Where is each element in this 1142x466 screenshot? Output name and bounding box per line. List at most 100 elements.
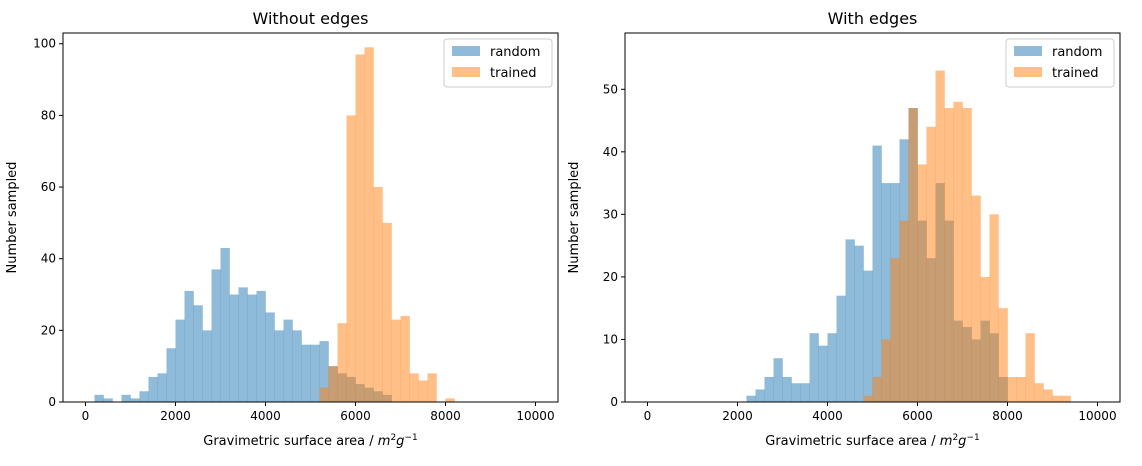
histogram-bar [355,54,365,402]
histogram-bar [292,330,302,402]
histogram-bar [373,187,383,402]
histogram-bar [872,376,882,402]
x-tick-label: 2000 [722,409,753,423]
series-trained [319,47,455,402]
histogram-bar [908,108,918,403]
y-tick-label: 0 [48,395,56,409]
y-tick-label: 40 [603,145,618,159]
histogram-bar [863,270,873,402]
histogram-bar [409,373,419,402]
histogram-bar [809,333,819,402]
histogram-bar [220,247,230,402]
histogram-bar [998,308,1008,402]
histogram-bar [121,394,131,402]
histogram-bar [917,164,927,402]
x-tick-label: 10000 [516,409,554,423]
y-tick-label: 60 [41,180,56,194]
y-tick-label: 20 [41,323,56,337]
x-tick-label: 8000 [430,409,461,423]
x-tick-label: 0 [644,409,652,423]
y-tick-label: 30 [603,207,618,221]
histogram-bar [782,376,792,402]
histogram-bar [211,269,221,402]
y-axis-label: Number sampled [567,162,582,274]
chart-panel-1: 0 2000 4000 6000 8000 10000 0 20 40 60 80 100 Withou… [5,9,559,449]
histogram-bar [175,319,185,402]
x-tick-label: 4000 [812,409,843,423]
histogram-bar [962,108,972,403]
series-trained [863,70,1071,403]
x-tick-label: 10000 [1078,409,1116,423]
x-tick-label: 6000 [340,409,371,423]
histogram-bar [139,391,149,402]
legend-label-random: random [1052,45,1102,60]
x-tick-label: 0 [82,409,90,423]
y-tick-label: 40 [41,252,56,266]
histogram-bar [989,214,999,402]
histogram-bar [301,344,311,402]
histogram-bar [265,312,275,402]
histogram-bar [800,383,810,402]
histogram-bar [148,376,158,402]
x-tick-label: 6000 [902,409,933,423]
histogram-bar [899,220,909,402]
y-tick-label: 0 [610,395,618,409]
histogram-bar [1016,376,1026,402]
histogram-bar [319,341,329,402]
histogram-bar [445,398,455,402]
histogram-bar [193,305,203,402]
histogram-bar [791,383,801,402]
histogram-bar [1034,383,1044,402]
histogram-bar [773,358,783,402]
histogram-bar [157,373,167,402]
histogram-bar [310,344,320,402]
histogram-bar [256,290,266,402]
histogram-bar [166,348,176,402]
histogram-bar [238,287,248,402]
histogram-bar [103,398,113,402]
legend-swatch-random [452,46,480,56]
x-axis-label: Gravimetric surface area / m2g−1 [765,433,979,449]
y-tick-label: 100 [33,37,56,51]
legend-swatch-trained [452,67,480,77]
histogram-bar [845,239,855,402]
histogram-bar [283,319,293,402]
histogram-bar [274,330,284,402]
histogram-bar [319,387,329,402]
chart-panel-2: 0 2000 4000 6000 8000 10000 0 10 20 30 40 50 With ed… [567,9,1121,449]
histogram-bar [337,323,347,402]
y-tick-label: 10 [603,332,618,346]
y-tick-label: 20 [603,270,618,284]
legend-label-trained: trained [1052,66,1099,81]
histogram-bar [863,395,873,402]
x-tick-label: 8000 [992,409,1023,423]
histogram-bar [247,294,257,402]
histogram-bar [755,389,765,402]
histogram-bar [418,380,428,402]
histogram-bar [184,290,194,402]
legend: random trained [1005,38,1115,88]
legend-swatch-trained [1014,67,1042,77]
legend-label-random: random [490,45,540,60]
legend: random trained [443,38,553,88]
histogram-bar [328,366,338,402]
histogram-bar [926,126,936,402]
histogram-bar [746,395,756,402]
histogram-bar [229,294,239,402]
histogram-bar [400,316,410,402]
x-tick-label: 2000 [160,409,191,423]
axes-frame [62,32,559,403]
histogram-bar [391,319,401,402]
legend-swatch-random [1014,46,1042,56]
histogram-bar [427,373,437,402]
histogram-bar [382,222,392,402]
y-tick-label: 80 [41,108,56,122]
x-tick-label: 4000 [250,409,281,423]
histogram-bar [944,108,954,403]
histogram-bar [202,330,212,402]
histogram-bar [818,345,828,402]
chart-title: Without edges [253,9,369,28]
histogram-bar [827,333,837,402]
